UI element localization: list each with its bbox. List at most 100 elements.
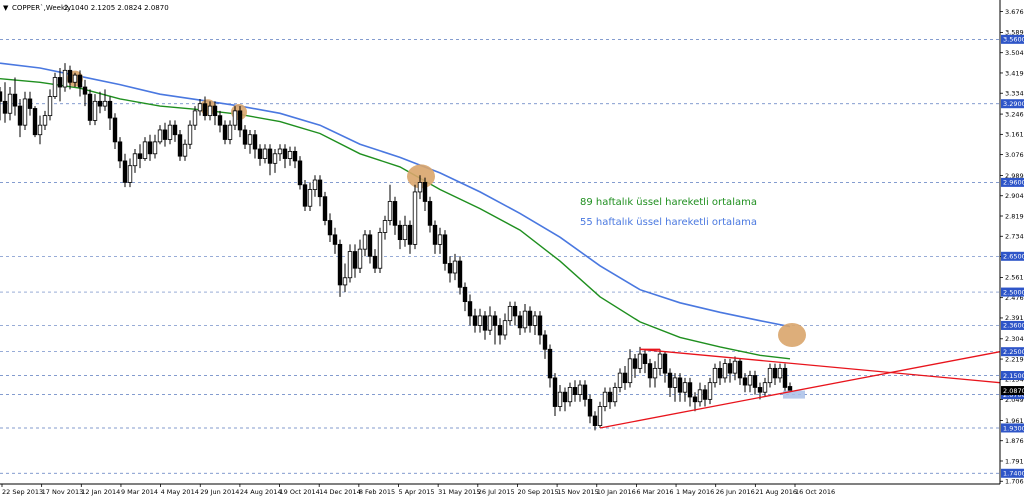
candle-body [182, 143, 188, 157]
y-tick-label: 3.5890 [1005, 29, 1024, 37]
ohlc-values: 2.1040 2.1205 2.0824 2.0870 [64, 4, 169, 12]
candle-body [237, 110, 243, 131]
symbol-label: COPPER`,Weekly [12, 4, 71, 12]
level-label: 3.2900 [1003, 100, 1024, 108]
y-tick-label: 3.4190 [1005, 69, 1024, 77]
current-price-label-bg [1001, 386, 1024, 396]
candle-body [287, 150, 293, 159]
candle-body [337, 243, 343, 286]
candle-body [252, 134, 258, 150]
candle-body [622, 372, 628, 384]
level-label-bg [1001, 99, 1024, 109]
candle-body [517, 315, 523, 329]
candle-body [212, 105, 218, 117]
x-tick-label: 19 Oct 2014 [280, 488, 320, 496]
candle-body [0, 91, 3, 102]
level-labels: 3.5600 3.2900 2.9600 2.6500 2.5000 2.3600 2.25… [1001, 34, 1024, 478]
candle-body [232, 110, 238, 126]
candle-body [472, 315, 478, 326]
level-label: 3.5600 [1003, 36, 1024, 44]
candle-body [427, 201, 433, 226]
candle-body [302, 184, 308, 207]
candle-body [317, 179, 323, 198]
level-label: 2.6500 [1003, 253, 1024, 261]
price-marker-box [783, 390, 805, 399]
candle-body [17, 105, 23, 126]
candle-body [727, 363, 733, 374]
candle-body [752, 375, 758, 388]
ma89-line [0, 78, 791, 360]
candle-body [392, 201, 398, 226]
axes [0, 0, 1001, 485]
candle-body [787, 386, 793, 391]
candle-body [132, 153, 138, 167]
x-tick-label: 17 Nov 2013 [42, 488, 84, 496]
candle-body [42, 115, 48, 126]
candle-body [162, 129, 168, 140]
candle-body [497, 325, 503, 336]
candle-body [152, 141, 158, 155]
candle-body [422, 181, 428, 202]
candle-body [177, 134, 183, 157]
candle-body [127, 165, 133, 183]
candle-body [587, 398, 593, 417]
candle-body [702, 389, 708, 400]
candle-body [447, 263, 453, 274]
candle-body [657, 353, 663, 369]
candle-body [547, 348, 553, 379]
symbol-dropdown-arrow-icon[interactable]: ▼ [3, 4, 9, 12]
candle-body [717, 367, 723, 379]
legend-ma55: 55 haftalık üssel hareketli ortalama [580, 217, 757, 228]
candle-body [357, 248, 363, 269]
candle-body [277, 148, 283, 155]
y-tick-label: 1.9615 [1005, 417, 1024, 425]
level-label: 2.1500 [1003, 372, 1024, 380]
candle-body [602, 391, 608, 407]
candle-body [117, 141, 123, 162]
candle-body [567, 387, 573, 403]
candle-body [437, 234, 443, 245]
candle-body [52, 77, 58, 97]
candle-body [67, 69, 73, 83]
candle-body [352, 251, 358, 269]
y-tick-label: 3.1615 [1005, 131, 1024, 139]
x-tick-label: 12 Jan 2014 [81, 488, 120, 496]
y-tick-label: 2.9890 [1005, 172, 1024, 180]
level-label-bg [1001, 177, 1024, 187]
candle-body [102, 100, 108, 107]
candle-body [362, 234, 368, 250]
candle-body [477, 315, 483, 326]
x-tick-label: 21 Aug 2016 [755, 488, 797, 496]
candle-body [2, 100, 8, 114]
x-tick-label: 10 Jan 2016 [597, 488, 636, 496]
candle-body [367, 234, 373, 257]
candle-body [582, 384, 588, 400]
candle-body [642, 353, 648, 364]
candle-body [332, 234, 338, 245]
legend: 89 haftalık üssel hareketli ortalama 55 … [580, 197, 757, 228]
candle-body [92, 100, 98, 121]
x-tick-label: 31 May 2015 [438, 488, 480, 496]
candle-body [72, 74, 78, 83]
candle-body [512, 305, 518, 317]
candle-body [782, 367, 788, 388]
candle-body [607, 391, 613, 403]
candle-body [272, 153, 278, 164]
level-label-bg [1001, 34, 1024, 44]
candle-body [397, 224, 403, 241]
candle-body [347, 251, 353, 279]
highlight-circle [778, 322, 806, 347]
level-label: 2.3600 [1003, 322, 1024, 330]
x-tick-label: 22 Sep 2013 [2, 488, 43, 496]
x-tick-label: 14 Dec 2014 [319, 488, 361, 496]
x-tick-label: 20 Sep 2015 [517, 488, 558, 496]
x-tick-label: 8 Feb 2015 [359, 488, 395, 496]
legend-ma89: 89 haftalık üssel hareketli ortalama [580, 197, 757, 208]
candle-body [97, 100, 103, 107]
chart-header: ▼ COPPER`,Weekly 2.1040 2.1205 2.0824 2.… [3, 4, 169, 12]
x-tick-label: 1 May 2016 [676, 488, 714, 496]
y-tick-label: 1.7065 [1005, 478, 1024, 486]
candle-body [412, 191, 418, 245]
candle-body [647, 363, 653, 379]
